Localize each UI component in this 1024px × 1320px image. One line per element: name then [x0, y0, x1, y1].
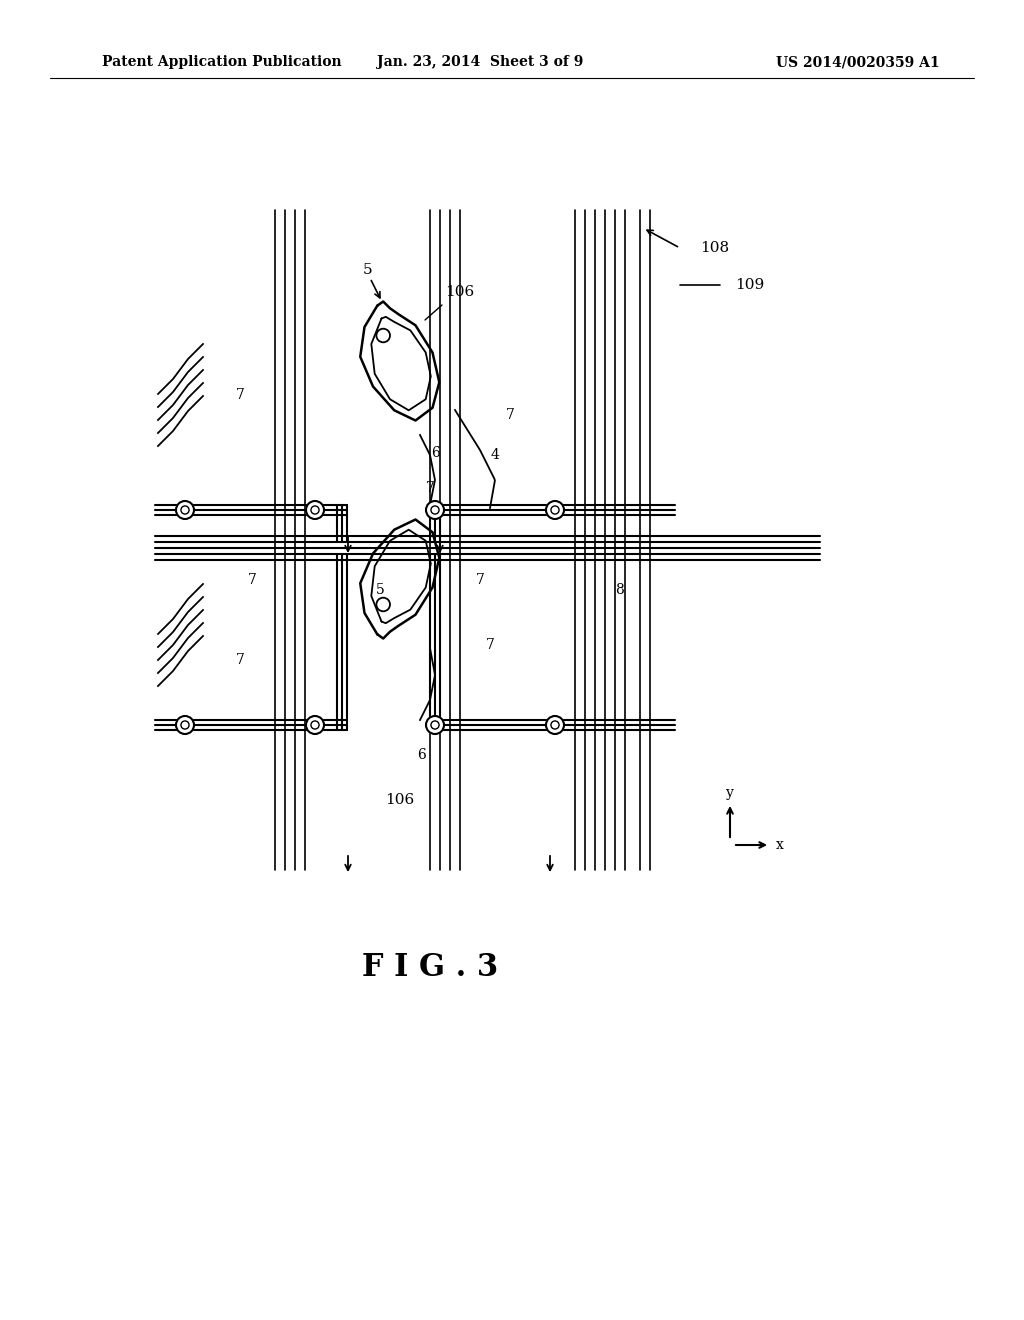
Text: 7: 7	[426, 480, 434, 495]
Text: 7: 7	[248, 573, 256, 587]
Circle shape	[176, 715, 194, 734]
Circle shape	[306, 502, 324, 519]
Circle shape	[426, 715, 444, 734]
Text: 8: 8	[615, 583, 625, 597]
Text: x: x	[776, 838, 784, 851]
Circle shape	[546, 715, 564, 734]
Text: Patent Application Publication: Patent Application Publication	[102, 55, 342, 69]
Text: Jan. 23, 2014  Sheet 3 of 9: Jan. 23, 2014 Sheet 3 of 9	[377, 55, 584, 69]
Text: 109: 109	[735, 279, 764, 292]
Circle shape	[306, 715, 324, 734]
Text: 5: 5	[376, 583, 384, 597]
Text: F I G . 3: F I G . 3	[361, 953, 498, 983]
Text: 6: 6	[431, 446, 439, 459]
Text: 7: 7	[236, 388, 245, 403]
Text: 108: 108	[700, 242, 729, 255]
Text: 4: 4	[490, 447, 500, 462]
Text: US 2014/0020359 A1: US 2014/0020359 A1	[776, 55, 940, 69]
Text: 106: 106	[385, 793, 415, 807]
Text: 106: 106	[445, 285, 475, 300]
Circle shape	[426, 502, 444, 519]
Text: 7: 7	[475, 573, 484, 587]
Text: 6: 6	[418, 748, 426, 762]
Circle shape	[176, 502, 194, 519]
Text: 5: 5	[364, 263, 373, 277]
Circle shape	[546, 502, 564, 519]
Text: 7: 7	[236, 653, 245, 667]
Text: y: y	[726, 785, 734, 800]
Text: 7: 7	[506, 408, 514, 422]
Text: 7: 7	[485, 638, 495, 652]
